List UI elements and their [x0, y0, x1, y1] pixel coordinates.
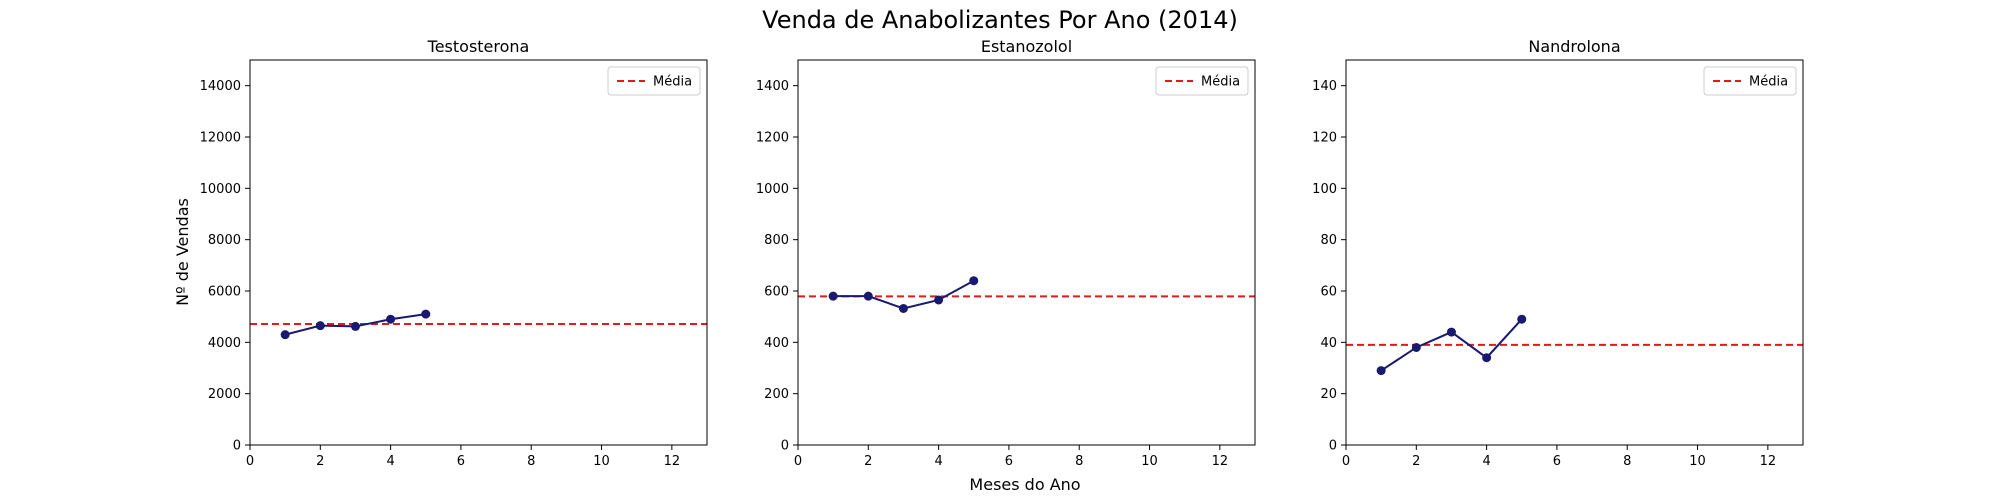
x-tick-label: 10 — [1141, 454, 1158, 469]
axes-frame — [797, 59, 1256, 446]
figure-title: Venda de Anabolizantes Por Ano (2014) — [762, 6, 1238, 34]
x-tick-label: 2 — [864, 454, 872, 469]
x-tick-label: 0 — [246, 454, 254, 469]
y-tick-label: 1000 — [756, 182, 789, 197]
legend-box — [1703, 66, 1797, 96]
legend-label: Média — [1201, 75, 1240, 90]
y-tick-label: 120 — [1312, 131, 1337, 146]
y-tick-label: 200 — [764, 387, 789, 402]
y-tick-label: 80 — [1320, 233, 1337, 248]
y-tick-label: 400 — [764, 336, 789, 351]
data-point — [1446, 327, 1456, 337]
y-tick-label: 20 — [1320, 387, 1337, 402]
y-tick-label: 0 — [781, 439, 789, 454]
y-tick-label: 140 — [1312, 79, 1337, 94]
data-point — [863, 291, 873, 301]
x-tick-label: 8 — [1075, 454, 1083, 469]
x-tick-label: 6 — [1553, 454, 1561, 469]
x-tick-label: 2 — [1412, 454, 1420, 469]
data-point — [828, 291, 838, 301]
legend-label: Média — [653, 75, 692, 90]
y-tick-label: 800 — [764, 233, 789, 248]
y-tick-label: 60 — [1320, 285, 1337, 300]
y-axis-label: Nº de Vendas — [173, 198, 192, 306]
data-point — [280, 330, 290, 340]
x-tick-label: 12 — [1760, 454, 1777, 469]
x-tick-label: 4 — [1482, 454, 1490, 469]
x-tick-label: 0 — [794, 454, 802, 469]
panel-estanozolol: Estanozolol 0 2 4 6 8 10 12 0 200 400 600 800 1000 12… — [756, 37, 1256, 469]
y-tick-label: 12000 — [200, 131, 241, 146]
x-tick-label: 4 — [934, 454, 942, 469]
x-tick-label: 4 — [386, 454, 394, 469]
legend-label: Média — [1749, 75, 1788, 90]
data-point — [386, 314, 396, 324]
data-point — [350, 321, 360, 331]
x-tick-label: 12 — [1212, 454, 1229, 469]
y-tick-label: 600 — [764, 285, 789, 300]
axes-frame — [1345, 59, 1804, 446]
x-tick-label: 6 — [1005, 454, 1013, 469]
y-tick-label: 0 — [1329, 439, 1337, 454]
y-tick-label: 6000 — [208, 285, 241, 300]
panel-title: Estanozolol — [981, 37, 1072, 56]
y-tick-label: 40 — [1320, 336, 1337, 351]
legend: Média — [1155, 66, 1249, 96]
data-point — [898, 303, 908, 313]
panel-testosterona: Testosterona 0 2 4 6 8 10 12 0 2000 4000 6000 8000 1… — [200, 37, 708, 469]
x-tick-label: 8 — [527, 454, 535, 469]
data-point — [421, 309, 431, 319]
x-tick-label: 2 — [316, 454, 324, 469]
y-tick-label: 100 — [1312, 182, 1337, 197]
plot-area: 0 2 4 6 8 10 12 0 200 400 600 800 1000 1200 1400 Média — [756, 59, 1256, 469]
x-axis-label: Meses do Ano — [969, 475, 1080, 494]
data-point — [969, 276, 979, 286]
y-tick-label: 8000 — [208, 233, 241, 248]
x-tick-label: 10 — [1689, 454, 1706, 469]
y-tick-label: 4000 — [208, 336, 241, 351]
data-point — [1482, 353, 1492, 363]
plot-area: 0 2 4 6 8 10 12 0 2000 4000 6000 8000 10000 12000 1400… — [200, 59, 708, 469]
y-tick-label: 1400 — [756, 79, 789, 94]
data-point — [1411, 342, 1421, 352]
y-tick-label: 1200 — [756, 131, 789, 146]
y-tick-label: 0 — [233, 439, 241, 454]
x-tick-label: 12 — [664, 454, 681, 469]
data-point — [315, 321, 325, 331]
y-tick-label: 2000 — [208, 387, 241, 402]
legend-box — [607, 66, 701, 96]
data-point — [1517, 314, 1527, 324]
data-point — [934, 295, 944, 305]
legend: Média — [1703, 66, 1797, 96]
panel-title: Testosterona — [427, 37, 530, 56]
y-tick-label: 14000 — [200, 79, 241, 94]
x-tick-label: 6 — [457, 454, 465, 469]
panel-title: Nandrolona — [1528, 37, 1620, 56]
legend: Média — [607, 66, 701, 96]
x-tick-label: 0 — [1342, 454, 1350, 469]
legend-box — [1155, 66, 1249, 96]
x-tick-label: 10 — [593, 454, 610, 469]
x-tick-label: 8 — [1623, 454, 1631, 469]
data-point — [1376, 366, 1386, 376]
axes-frame — [249, 59, 708, 446]
y-tick-label: 10000 — [200, 182, 241, 197]
